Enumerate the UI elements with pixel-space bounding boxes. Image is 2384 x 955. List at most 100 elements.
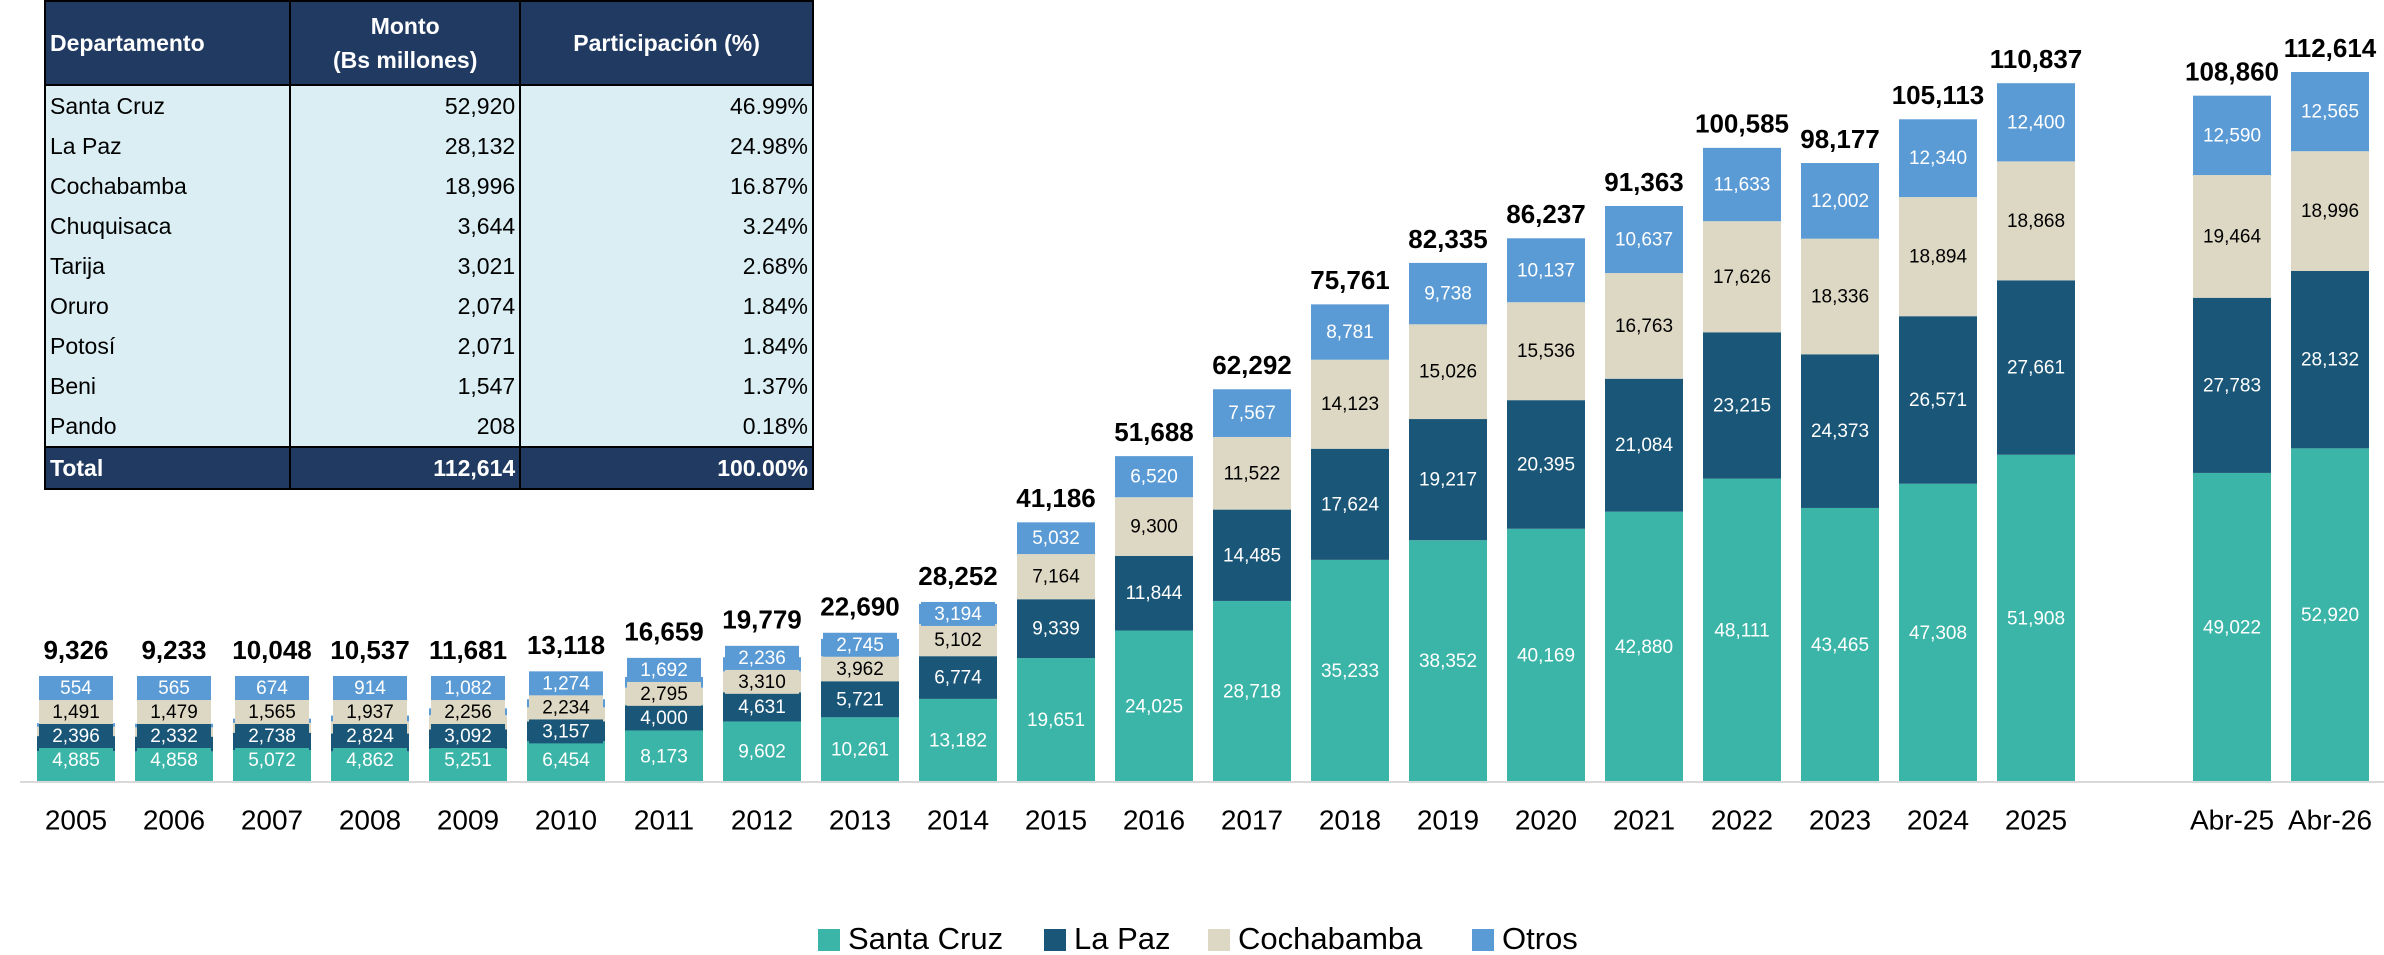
label-box <box>823 632 897 657</box>
data-label: 10,637 <box>1615 230 1673 251</box>
total-label: 22,690 <box>820 592 900 622</box>
total-label: 28,252 <box>918 561 998 591</box>
data-label: 5,072 <box>248 750 296 771</box>
label-box <box>1607 227 1681 252</box>
data-label: 3,962 <box>836 659 884 680</box>
label-box <box>431 676 505 700</box>
table-row: Beni 1,547 1.37% <box>43 366 814 406</box>
table-cell: 2.68% <box>519 246 814 286</box>
x-tick-label: 2017 <box>1221 804 1283 835</box>
table-row: Tarija 3,021 2.68% <box>43 246 814 286</box>
label-box <box>2195 615 2269 640</box>
x-tick-label: 2015 <box>1025 804 1087 835</box>
label-box <box>1411 467 1485 492</box>
label-box <box>1313 492 1387 517</box>
label-box <box>529 671 603 696</box>
label-box <box>627 681 701 706</box>
table-cell: 1.37% <box>519 366 814 406</box>
data-label: 6,774 <box>934 668 982 689</box>
label-box <box>1215 543 1289 568</box>
label-box <box>921 601 995 626</box>
label-box <box>725 694 799 719</box>
label-box <box>333 748 407 772</box>
total-label: 10,537 <box>330 635 410 665</box>
label-box <box>1117 514 1191 539</box>
data-label: 1,937 <box>346 702 394 723</box>
data-label: 14,123 <box>1321 394 1379 415</box>
label-box <box>1607 313 1681 338</box>
table-cell: 2,071 <box>289 326 522 366</box>
label-box <box>823 737 897 762</box>
summary-table: Departamento Monto (Bs millones) Participa… <box>43 0 814 490</box>
total-label: 41,186 <box>1016 483 1096 513</box>
data-label: 4,885 <box>52 750 100 771</box>
total-label: 9,233 <box>141 635 206 665</box>
data-label: 9,300 <box>1130 517 1178 538</box>
data-label: 11,522 <box>1224 463 1281 484</box>
data-label: 565 <box>158 678 190 699</box>
label-box <box>39 676 113 700</box>
label-box <box>1999 110 2073 135</box>
total-label: 105,113 <box>1892 80 1985 110</box>
data-label: 15,536 <box>1517 341 1575 362</box>
data-label: 3,092 <box>444 726 492 747</box>
data-label: 2,256 <box>444 702 492 723</box>
total-label: 9,326 <box>43 635 108 665</box>
data-label: 3,310 <box>738 672 786 693</box>
data-label: 49,022 <box>2203 617 2261 638</box>
label-box <box>137 748 211 772</box>
label-box <box>823 687 897 712</box>
legend-swatch <box>1472 929 1494 951</box>
total-label: 100,585 <box>1695 109 1789 139</box>
data-label: 12,565 <box>2301 102 2359 123</box>
legend-swatch <box>818 929 840 951</box>
label-box <box>39 724 113 748</box>
total-cell: 100.00% <box>519 446 814 490</box>
label-box <box>1411 649 1485 674</box>
label-box <box>1019 616 1093 641</box>
label-box <box>1803 188 1877 213</box>
table-row: Potosí 2,071 1.84% <box>43 326 814 366</box>
label-box <box>1803 632 1877 657</box>
table-row: La Paz 28,132 24.98% <box>43 126 814 166</box>
data-label: 5,032 <box>1032 528 1080 549</box>
data-label: 10,261 <box>831 740 889 761</box>
header-cell: Departamento <box>43 0 292 86</box>
table-cell: 24.98% <box>519 126 814 166</box>
data-label: 28,718 <box>1223 681 1281 702</box>
label-box <box>1607 433 1681 458</box>
label-box <box>39 700 113 724</box>
x-tick-label: 2019 <box>1417 804 1479 835</box>
label-box <box>2195 123 2269 148</box>
x-tick-label: 2010 <box>535 804 597 835</box>
data-label: 674 <box>256 678 288 699</box>
label-box <box>431 700 505 724</box>
table-cell: 46.99% <box>519 85 814 126</box>
table-cell: 16.87% <box>519 166 814 206</box>
label-box <box>2195 373 2269 398</box>
label-box <box>1705 172 1779 197</box>
label-box <box>1313 320 1387 345</box>
label-box <box>1999 208 2073 233</box>
data-label: 3,157 <box>542 721 590 742</box>
total-cell: Total <box>43 446 292 490</box>
x-tick-label: 2007 <box>241 804 303 835</box>
label-box <box>921 665 995 690</box>
x-tick-label: 2013 <box>829 804 891 835</box>
data-label: 28,132 <box>2301 350 2359 371</box>
total-label: 51,688 <box>1114 417 1194 447</box>
table-cell: 1,547 <box>289 366 522 406</box>
legend-label: Otros <box>1502 921 1578 955</box>
label-box <box>1705 393 1779 418</box>
data-label: 914 <box>354 678 386 699</box>
table-row: Cochabamba 18,996 16.87% <box>43 166 814 206</box>
label-box <box>1019 708 1093 733</box>
label-box <box>1901 244 1975 269</box>
data-label: 8,173 <box>640 746 688 767</box>
label-box <box>1313 392 1387 417</box>
total-label: 10,048 <box>232 635 312 665</box>
table-row: Pando 208 0.18% <box>43 406 814 447</box>
table-cell: 3.24% <box>519 206 814 246</box>
data-label: 47,308 <box>1909 623 1967 644</box>
x-tick-label: 2021 <box>1613 804 1675 835</box>
